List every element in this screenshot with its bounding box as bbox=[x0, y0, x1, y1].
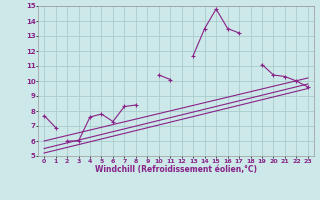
X-axis label: Windchill (Refroidissement éolien,°C): Windchill (Refroidissement éolien,°C) bbox=[95, 165, 257, 174]
